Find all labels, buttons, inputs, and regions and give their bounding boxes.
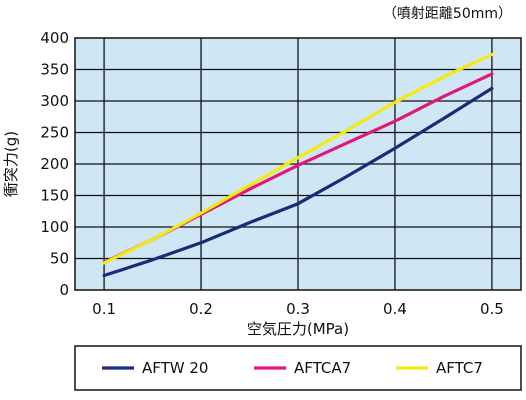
series-line <box>102 52 494 265</box>
x-axis-tick-labels: 0.1 0.2 0.3 0.4 0.5 <box>92 300 504 318</box>
series-lines <box>102 52 494 278</box>
x-tick-label: 0.2 <box>189 300 213 318</box>
y-tick-label: 200 <box>40 155 69 173</box>
y-tick-label: 350 <box>40 61 69 79</box>
x-tick-label: 0.4 <box>383 300 407 318</box>
y-tick-label: 400 <box>40 29 69 47</box>
chart-annotation: （噴射距離50mm） <box>383 5 512 22</box>
y-tick-label: 300 <box>40 92 69 110</box>
y-axis-tick-labels: 0 50 100 150 200 250 300 350 400 <box>40 29 69 299</box>
legend: AFTW 20 AFTCA7 AFTC7 <box>102 359 483 377</box>
x-tick-label: 0.3 <box>286 300 310 318</box>
y-tick-label: 50 <box>50 250 69 268</box>
legend-box <box>74 345 522 391</box>
y-tick-label: 150 <box>40 187 69 205</box>
y-tick-label: 100 <box>40 218 69 236</box>
legend-label: AFTC7 <box>436 359 483 377</box>
y-tick-label: 250 <box>40 124 69 142</box>
x-tick-label: 0.1 <box>92 300 116 318</box>
legend-label: AFTW 20 <box>142 359 208 377</box>
x-tick-label: 0.5 <box>480 300 504 318</box>
legend-label: AFTCA7 <box>294 359 351 377</box>
series-line <box>102 86 494 278</box>
y-tick-label: 0 <box>59 281 69 299</box>
y-axis-label: 衝突力(g) <box>2 131 20 197</box>
x-axis-label: 空気圧力(MPa) <box>247 320 349 338</box>
